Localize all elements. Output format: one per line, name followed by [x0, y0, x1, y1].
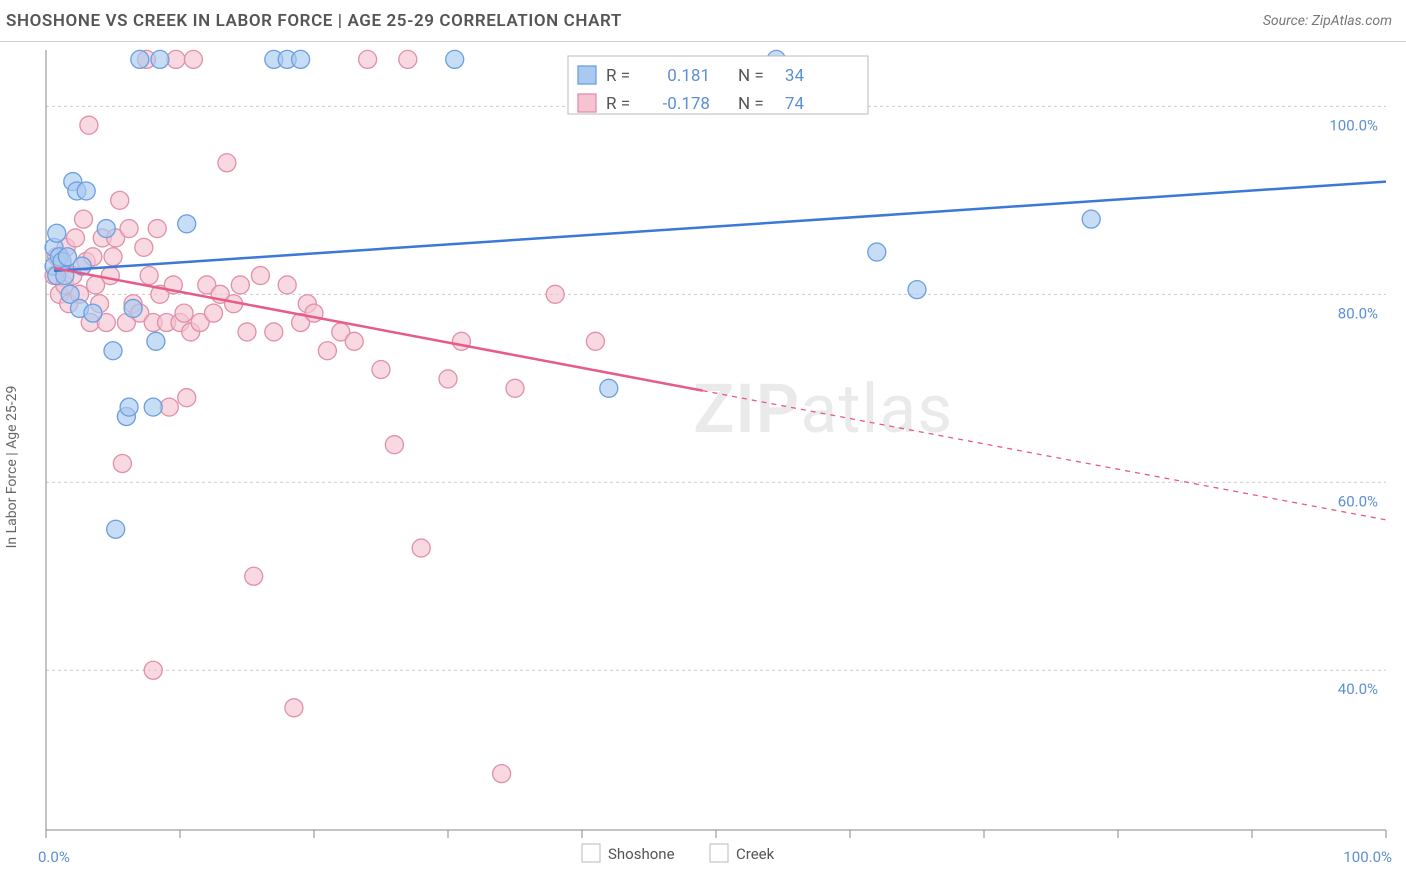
scatter-point — [292, 50, 310, 68]
chart-title: SHOSHONE VS CREEK IN LABOR FORCE | AGE 2… — [6, 11, 622, 31]
scatter-point — [586, 332, 604, 350]
legend-series-label: Shoshone — [608, 845, 675, 863]
scatter-point — [238, 323, 256, 341]
scatter-point — [104, 248, 122, 266]
scatter-point — [178, 215, 196, 233]
scatter-point — [80, 116, 98, 134]
scatter-point — [868, 243, 886, 261]
source-attribution: Source: ZipAtlas.com — [1263, 13, 1392, 29]
scatter-point — [1082, 210, 1100, 228]
scatter-point — [231, 276, 249, 294]
scatter-point — [278, 276, 296, 294]
legend-swatch — [578, 94, 596, 112]
legend-n-value: 74 — [785, 94, 805, 114]
scatter-point — [101, 267, 119, 285]
scatter-point — [107, 520, 125, 538]
scatter-point — [546, 285, 564, 303]
chart-container: SHOSHONE VS CREEK IN LABOR FORCE | AGE 2… — [0, 0, 1406, 892]
scatter-point — [205, 304, 223, 322]
scatter-point — [48, 224, 66, 242]
scatter-point — [245, 567, 263, 585]
scatter-point — [120, 220, 138, 238]
chart-area: In Labor Force | Age 25-29 40.0% 60.0% 80.… — [0, 42, 1406, 892]
legend-n-value: 34 — [785, 66, 805, 86]
scatter-point — [439, 370, 457, 388]
scatter-point — [131, 50, 149, 68]
title-bar: SHOSHONE VS CREEK IN LABOR FORCE | AGE 2… — [0, 0, 1406, 42]
trend-line-extrapolated — [703, 391, 1386, 520]
scatter-point — [446, 50, 464, 68]
scatter-point — [147, 332, 165, 350]
scatter-point — [345, 332, 363, 350]
scatter-point — [452, 332, 470, 350]
scatter-point — [385, 436, 403, 454]
scatter-point — [144, 661, 162, 679]
y-tick-label: 80.0% — [1338, 304, 1378, 322]
scatter-point — [84, 304, 102, 322]
trend-line — [54, 182, 1386, 271]
scatter-point — [75, 210, 93, 228]
scatter-point — [160, 398, 178, 416]
legend-n-label: N = — [738, 66, 764, 86]
scatter-point — [359, 50, 377, 68]
scatter-point — [104, 342, 122, 360]
scatter-point — [178, 389, 196, 407]
y-tick-label: 60.0% — [1338, 492, 1378, 510]
watermark: ZIPatlas — [693, 369, 953, 449]
scatter-point — [600, 379, 618, 397]
scatter-point — [111, 191, 129, 209]
legend-swatch — [582, 844, 600, 862]
scatter-point — [372, 361, 390, 379]
y-tick-label: 40.0% — [1338, 680, 1378, 698]
x-tick-label: 0.0% — [38, 848, 70, 866]
scatter-point — [66, 229, 84, 247]
scatter-point — [124, 299, 142, 317]
scatter-point — [265, 323, 283, 341]
legend-swatch — [710, 844, 728, 862]
y-tick-label: 100.0% — [1329, 116, 1378, 134]
scatter-point — [184, 50, 202, 68]
scatter-point — [113, 454, 131, 472]
scatter-point — [412, 539, 430, 557]
legend-r-label: R = — [606, 94, 630, 114]
legend-swatch — [578, 66, 596, 84]
scatter-point — [908, 281, 926, 299]
y-axis-label: In Labor Force | Age 25-29 — [4, 386, 20, 549]
scatter-chart: 40.0% 60.0% 80.0% 100.0% ZIPatlas 0.0% 100.0% R… — [0, 42, 1406, 892]
scatter-point — [77, 182, 95, 200]
x-tick-label: 100.0% — [1343, 848, 1392, 866]
scatter-point — [97, 220, 115, 238]
scatter-point — [144, 398, 162, 416]
scatter-point — [148, 220, 166, 238]
legend-series-label: Creek — [736, 845, 775, 863]
scatter-point — [140, 267, 158, 285]
scatter-point — [135, 238, 153, 256]
scatter-point — [167, 50, 185, 68]
scatter-point — [218, 154, 236, 172]
scatter-point — [120, 398, 138, 416]
legend-n-label: N = — [738, 94, 764, 114]
legend-r-label: R = — [606, 66, 630, 86]
scatter-point — [251, 267, 269, 285]
scatter-point — [506, 379, 524, 397]
legend-r-value: 0.181 — [667, 66, 710, 86]
scatter-point — [151, 50, 169, 68]
scatter-point — [399, 50, 417, 68]
legend-r-value: -0.178 — [663, 94, 710, 114]
scatter-point — [318, 342, 336, 360]
scatter-point — [175, 304, 193, 322]
scatter-point — [493, 765, 511, 783]
scatter-point — [285, 699, 303, 717]
